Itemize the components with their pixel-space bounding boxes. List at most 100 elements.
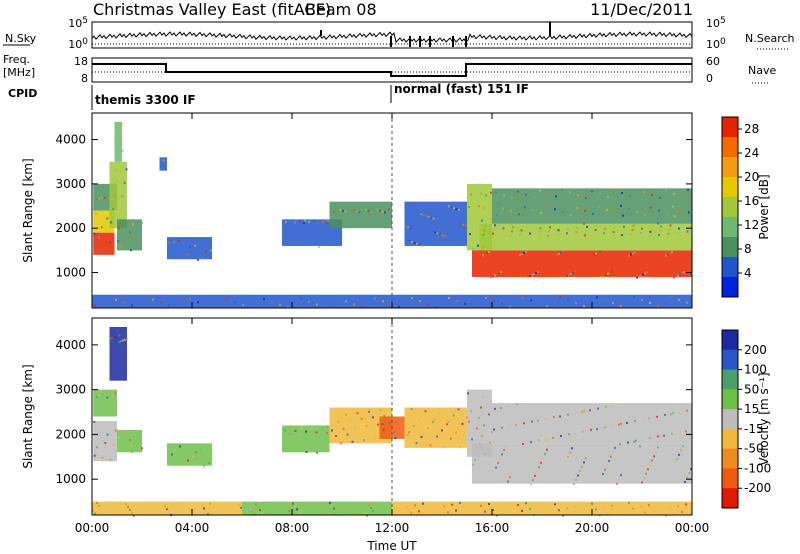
power-speckle — [202, 258, 204, 261]
velocity-speckle — [657, 446, 659, 449]
velocity-speckle — [639, 445, 641, 448]
velocity-speckle — [566, 507, 568, 510]
velocity-speckle — [655, 450, 657, 453]
power-speckle — [576, 207, 578, 210]
power-speckle — [173, 240, 175, 243]
velocity-speckle — [582, 430, 584, 433]
velocity-speckle — [604, 426, 606, 429]
power-speckle — [439, 233, 441, 236]
power-speckle — [376, 208, 379, 211]
date-label: 11/Dec/2011 — [590, 0, 693, 19]
velocity-speckle — [570, 513, 572, 516]
power-speckle — [598, 205, 600, 208]
xtick-label: 08:00 — [275, 521, 310, 535]
power-speckle — [605, 273, 607, 276]
power-speckle — [636, 276, 638, 279]
velocity-speckle — [335, 435, 337, 437]
velocity-speckle — [670, 413, 672, 416]
velocity-speckle — [112, 336, 115, 339]
velocity-speckle — [643, 477, 645, 480]
power-speckle — [554, 208, 556, 211]
power-speckle — [555, 195, 557, 198]
velocity-speckle — [300, 427, 302, 430]
power-speckle — [564, 276, 566, 279]
velocity-speckle — [184, 464, 186, 467]
power-speckle — [576, 227, 579, 230]
velocity-speckle — [542, 457, 544, 460]
power-ytick-label: 1000 — [55, 266, 86, 280]
velocity-speckle — [509, 424, 511, 427]
power-speckle — [94, 304, 96, 307]
power-speckle — [539, 189, 541, 192]
freq-unit: [MHz] — [3, 66, 35, 79]
velocity-speckle — [394, 437, 397, 440]
power-speckle — [659, 196, 661, 199]
power-speckle — [669, 252, 671, 255]
velocity-speckle — [289, 432, 291, 435]
velocity-speckle — [200, 447, 202, 450]
power-speckle — [613, 226, 616, 229]
velocity-speckle — [118, 436, 120, 439]
velocity-speckle — [179, 445, 181, 448]
velocity-speckle — [488, 413, 490, 416]
power-speckle — [339, 208, 342, 211]
power-speckle — [660, 225, 662, 228]
velocity-speckle — [560, 435, 562, 438]
power-speckle — [575, 231, 578, 234]
power-speckle — [458, 209, 460, 212]
velocity-speckle — [530, 441, 532, 444]
power-speckle — [566, 232, 568, 235]
power-speckle — [116, 180, 118, 183]
velocity-speckle — [680, 449, 682, 452]
power-speckle — [583, 305, 585, 308]
power-speckle — [510, 210, 512, 213]
velocity-speckle — [363, 439, 365, 442]
velocity-speckle — [537, 419, 539, 422]
velocity-speckle — [503, 449, 505, 452]
power-speckle — [101, 197, 103, 200]
velocity-speckle — [129, 439, 131, 442]
power-speckle — [125, 168, 128, 171]
velocity-speckle — [203, 465, 205, 468]
velocity-speckle — [508, 405, 510, 408]
nave-tick-bottom: 0 — [706, 72, 713, 85]
velocity-speckle — [567, 456, 569, 458]
velocity-speckle — [187, 459, 189, 462]
power-speckle — [673, 276, 675, 279]
velocity-speckle — [604, 468, 606, 471]
power-speckle — [434, 231, 436, 234]
velocity-speckle — [618, 478, 620, 481]
power-speckle — [511, 230, 513, 233]
power-speckle — [561, 188, 563, 191]
power-speckle — [304, 219, 306, 222]
power-speckle — [612, 231, 615, 234]
velocity-speckle — [516, 403, 518, 406]
power-speckle — [482, 233, 485, 236]
velocity-speckle — [450, 437, 452, 440]
velocity-speckle — [310, 427, 313, 430]
velocity-echo-region — [167, 443, 212, 466]
velocity-ytick-label: 4000 — [55, 338, 86, 352]
power-speckle — [675, 275, 677, 278]
power-speckle — [384, 211, 386, 214]
power-speckle — [584, 209, 586, 212]
velocity-speckle — [606, 464, 608, 467]
velocity-speckle — [209, 502, 211, 505]
velocity-speckle — [116, 335, 119, 338]
velocity-speckle — [126, 338, 128, 341]
power-speckle — [152, 298, 154, 301]
power-speckle — [640, 274, 642, 277]
power-speckle — [658, 209, 660, 212]
velocity-speckle — [457, 408, 460, 411]
velocity-speckle — [111, 393, 114, 396]
power-speckle — [651, 193, 653, 196]
power-speckle — [327, 219, 329, 222]
power-speckle — [168, 304, 170, 307]
velocity-speckle — [546, 437, 548, 440]
velocity-speckle — [515, 424, 517, 427]
power-speckle — [436, 232, 439, 235]
velocity-speckle — [171, 453, 173, 456]
power-speckle — [141, 222, 143, 225]
power-speckle — [93, 232, 96, 235]
velocity-colorbar-swatch — [722, 409, 738, 430]
